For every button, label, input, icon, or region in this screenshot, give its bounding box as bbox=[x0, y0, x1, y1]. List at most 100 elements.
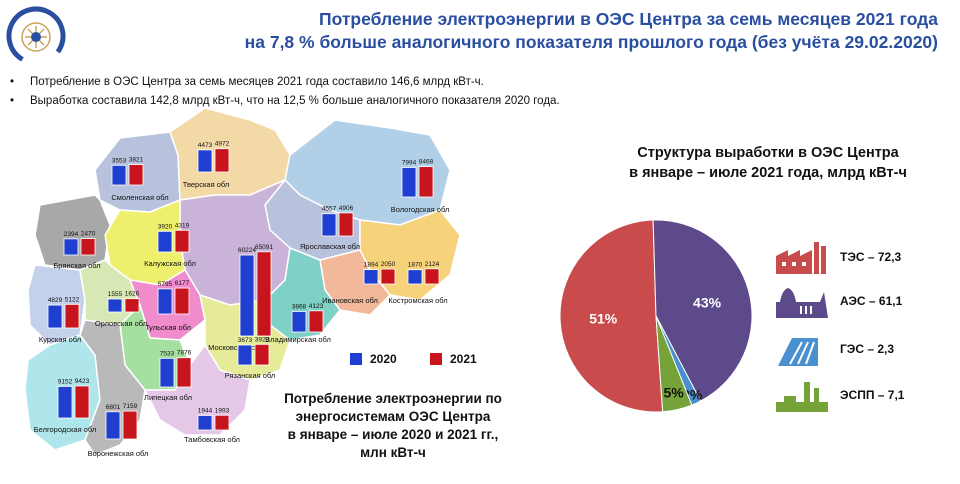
region-label: Курская обл bbox=[39, 335, 81, 344]
bar-value-2020: 3868 bbox=[292, 303, 307, 310]
legend-2020: 2020 bbox=[350, 352, 397, 366]
region-label: Белгородская обл bbox=[34, 425, 97, 434]
region-label: Калужская обл bbox=[144, 259, 196, 268]
bar-pair: 4557 4906 Ярославская обл bbox=[300, 205, 360, 251]
bar-2020 bbox=[57, 386, 73, 419]
bar-pair: 1555 1626 Орловская обл bbox=[95, 291, 147, 328]
bar-2020 bbox=[159, 357, 175, 388]
region-label: Костромская обл bbox=[388, 296, 447, 305]
region-label: Воронежская обл bbox=[88, 449, 149, 458]
title-line-1: Потребление электроэнергии в ОЭС Центра … bbox=[318, 9, 938, 29]
bar-value-2021: 4972 bbox=[215, 141, 230, 148]
map-caption: Потребление электроэнергии по энергосист… bbox=[262, 390, 524, 462]
bar-2021 bbox=[122, 410, 138, 440]
legend-espp-label: ЭСПП – 7,1 bbox=[840, 388, 905, 402]
bar-value-2020: 1555 bbox=[108, 291, 123, 298]
region-label: Ивановская обл bbox=[322, 296, 378, 305]
bar-pair: 3673 3923 Рязанская обл bbox=[225, 336, 276, 380]
region-label: Липецкая обл bbox=[144, 393, 192, 402]
region-label: Вологодская обл bbox=[391, 205, 450, 214]
hydro-plant-icon bbox=[778, 338, 818, 366]
bar-2020 bbox=[291, 311, 307, 333]
region-label: Рязанская обл bbox=[225, 371, 276, 380]
bar-value-2021: 7876 bbox=[177, 350, 192, 357]
generation-pie-chart: 51%43%2%5% bbox=[559, 219, 753, 413]
nuclear-plant-icon bbox=[776, 288, 828, 318]
bar-value-2021: 2124 bbox=[425, 261, 440, 268]
bar-value-2021: 2470 bbox=[81, 231, 96, 238]
bar-2020 bbox=[237, 344, 253, 366]
bar-2020 bbox=[239, 254, 255, 337]
map-caption-line-3: в январе – июле 2020 и 2021 гг., bbox=[287, 427, 499, 442]
bar-value-2021: 1993 bbox=[215, 407, 230, 414]
legend-label-2021: 2021 bbox=[450, 352, 477, 366]
bar-value-2021: 6177 bbox=[175, 280, 190, 287]
bar-pair: 4829 5122 Курская обл bbox=[39, 296, 81, 344]
pie-slice bbox=[655, 315, 693, 413]
pie-slice-label: 43% bbox=[693, 295, 722, 311]
bar-value-2020: 1894 bbox=[364, 262, 379, 269]
region-label: Тульская обл bbox=[145, 323, 191, 332]
bar-2021 bbox=[174, 287, 190, 315]
bar-pair: 9152 9423 Белгородская обл bbox=[34, 378, 97, 434]
bar-value-2020: 4473 bbox=[198, 142, 213, 149]
legend-tes: ТЭС – 72,3 bbox=[774, 238, 960, 278]
bar-2021 bbox=[380, 268, 396, 285]
industrial-plant-icon bbox=[776, 382, 828, 412]
bar-value-2021: 2050 bbox=[381, 261, 396, 268]
legend-2021: 2021 bbox=[430, 352, 477, 366]
bar-value-2021: 4319 bbox=[175, 222, 190, 229]
bar-2021 bbox=[176, 357, 192, 388]
bar-pair: 2394 2470 Брянская обл bbox=[53, 231, 100, 270]
regional-bars: 3553 3821 Смоленская обл 4473 4972 Тверская о… bbox=[34, 141, 450, 458]
bullet-consumption: Потребление в ОЭС Центра за семь месяцев… bbox=[8, 73, 560, 92]
region-label: Ярославская обл bbox=[300, 242, 360, 251]
thermal-plant-icon bbox=[776, 242, 826, 274]
region-label: Владимирская обл bbox=[265, 335, 331, 344]
bar-pair: 3868 4123 Владимирская обл bbox=[265, 303, 331, 344]
bar-2021 bbox=[214, 414, 230, 431]
bullet-generation: Выработка составила 142,8 млрд кВт-ч, чт… bbox=[8, 92, 560, 111]
bar-value-2020: 1944 bbox=[198, 407, 213, 414]
bar-2021 bbox=[254, 343, 270, 366]
bar-2020 bbox=[111, 164, 127, 186]
legend-ges-label: ГЭС – 2,3 bbox=[840, 342, 895, 356]
map-caption-line-2: энергосистемам ОЭС Центра bbox=[295, 409, 491, 424]
bar-pair: 6801 7159 Воронежская обл bbox=[88, 403, 149, 458]
bar-2021 bbox=[128, 164, 144, 186]
bar-2021 bbox=[74, 385, 90, 419]
bar-2021 bbox=[64, 303, 80, 329]
bar-2021 bbox=[308, 310, 324, 333]
bar-value-2021: 4906 bbox=[339, 205, 354, 212]
region-label: Брянская обл bbox=[53, 261, 100, 270]
bar-2020 bbox=[63, 238, 79, 256]
pie-slice-label: 51% bbox=[589, 311, 618, 327]
bar-2020 bbox=[401, 167, 417, 198]
logo-icon bbox=[6, 6, 66, 66]
map-caption-line-4: млн кВт-ч bbox=[360, 445, 426, 460]
bar-2020 bbox=[363, 269, 379, 285]
bar-value-2020: 4557 bbox=[322, 206, 337, 213]
page-title: Потребление электроэнергии в ОЭС Центра … bbox=[238, 8, 938, 54]
pie-slice-label: 5% bbox=[664, 385, 685, 401]
bar-value-2021: 5122 bbox=[65, 296, 80, 303]
bar-value-2021: 4123 bbox=[309, 303, 324, 310]
bar-value-2020: 3920 bbox=[158, 223, 173, 230]
legend-tes-label: ТЭС – 72,3 bbox=[840, 250, 902, 264]
legend-swatch-2021 bbox=[430, 353, 442, 365]
legend-aes: АЭС – 61,1 bbox=[774, 282, 960, 322]
bar-pair: 1870 2124 Костромская обл bbox=[388, 261, 447, 305]
bar-value-2020: 9152 bbox=[58, 378, 73, 385]
legend-espp: ЭСПП – 7,1 bbox=[774, 376, 960, 416]
bar-value-2021: 65091 bbox=[255, 244, 273, 251]
bar-2020 bbox=[321, 213, 337, 237]
bar-value-2020: 6801 bbox=[106, 404, 121, 411]
bar-value-2020: 7994 bbox=[402, 159, 417, 166]
summary-bullets: Потребление в ОЭС Центра за семь месяцев… bbox=[8, 73, 560, 111]
region-map: 3553 3821 Смоленская обл 4473 4972 Тверская о… bbox=[24, 107, 461, 458]
pie-slice bbox=[652, 219, 753, 402]
bar-2020 bbox=[47, 304, 63, 329]
pie-title-line-2: в январе – июле 2021 года, млрд кВт-ч bbox=[629, 165, 907, 181]
bar-pair: 1944 1993 Тамбовская обл bbox=[184, 407, 240, 444]
legend-swatch-2020 bbox=[350, 353, 362, 365]
